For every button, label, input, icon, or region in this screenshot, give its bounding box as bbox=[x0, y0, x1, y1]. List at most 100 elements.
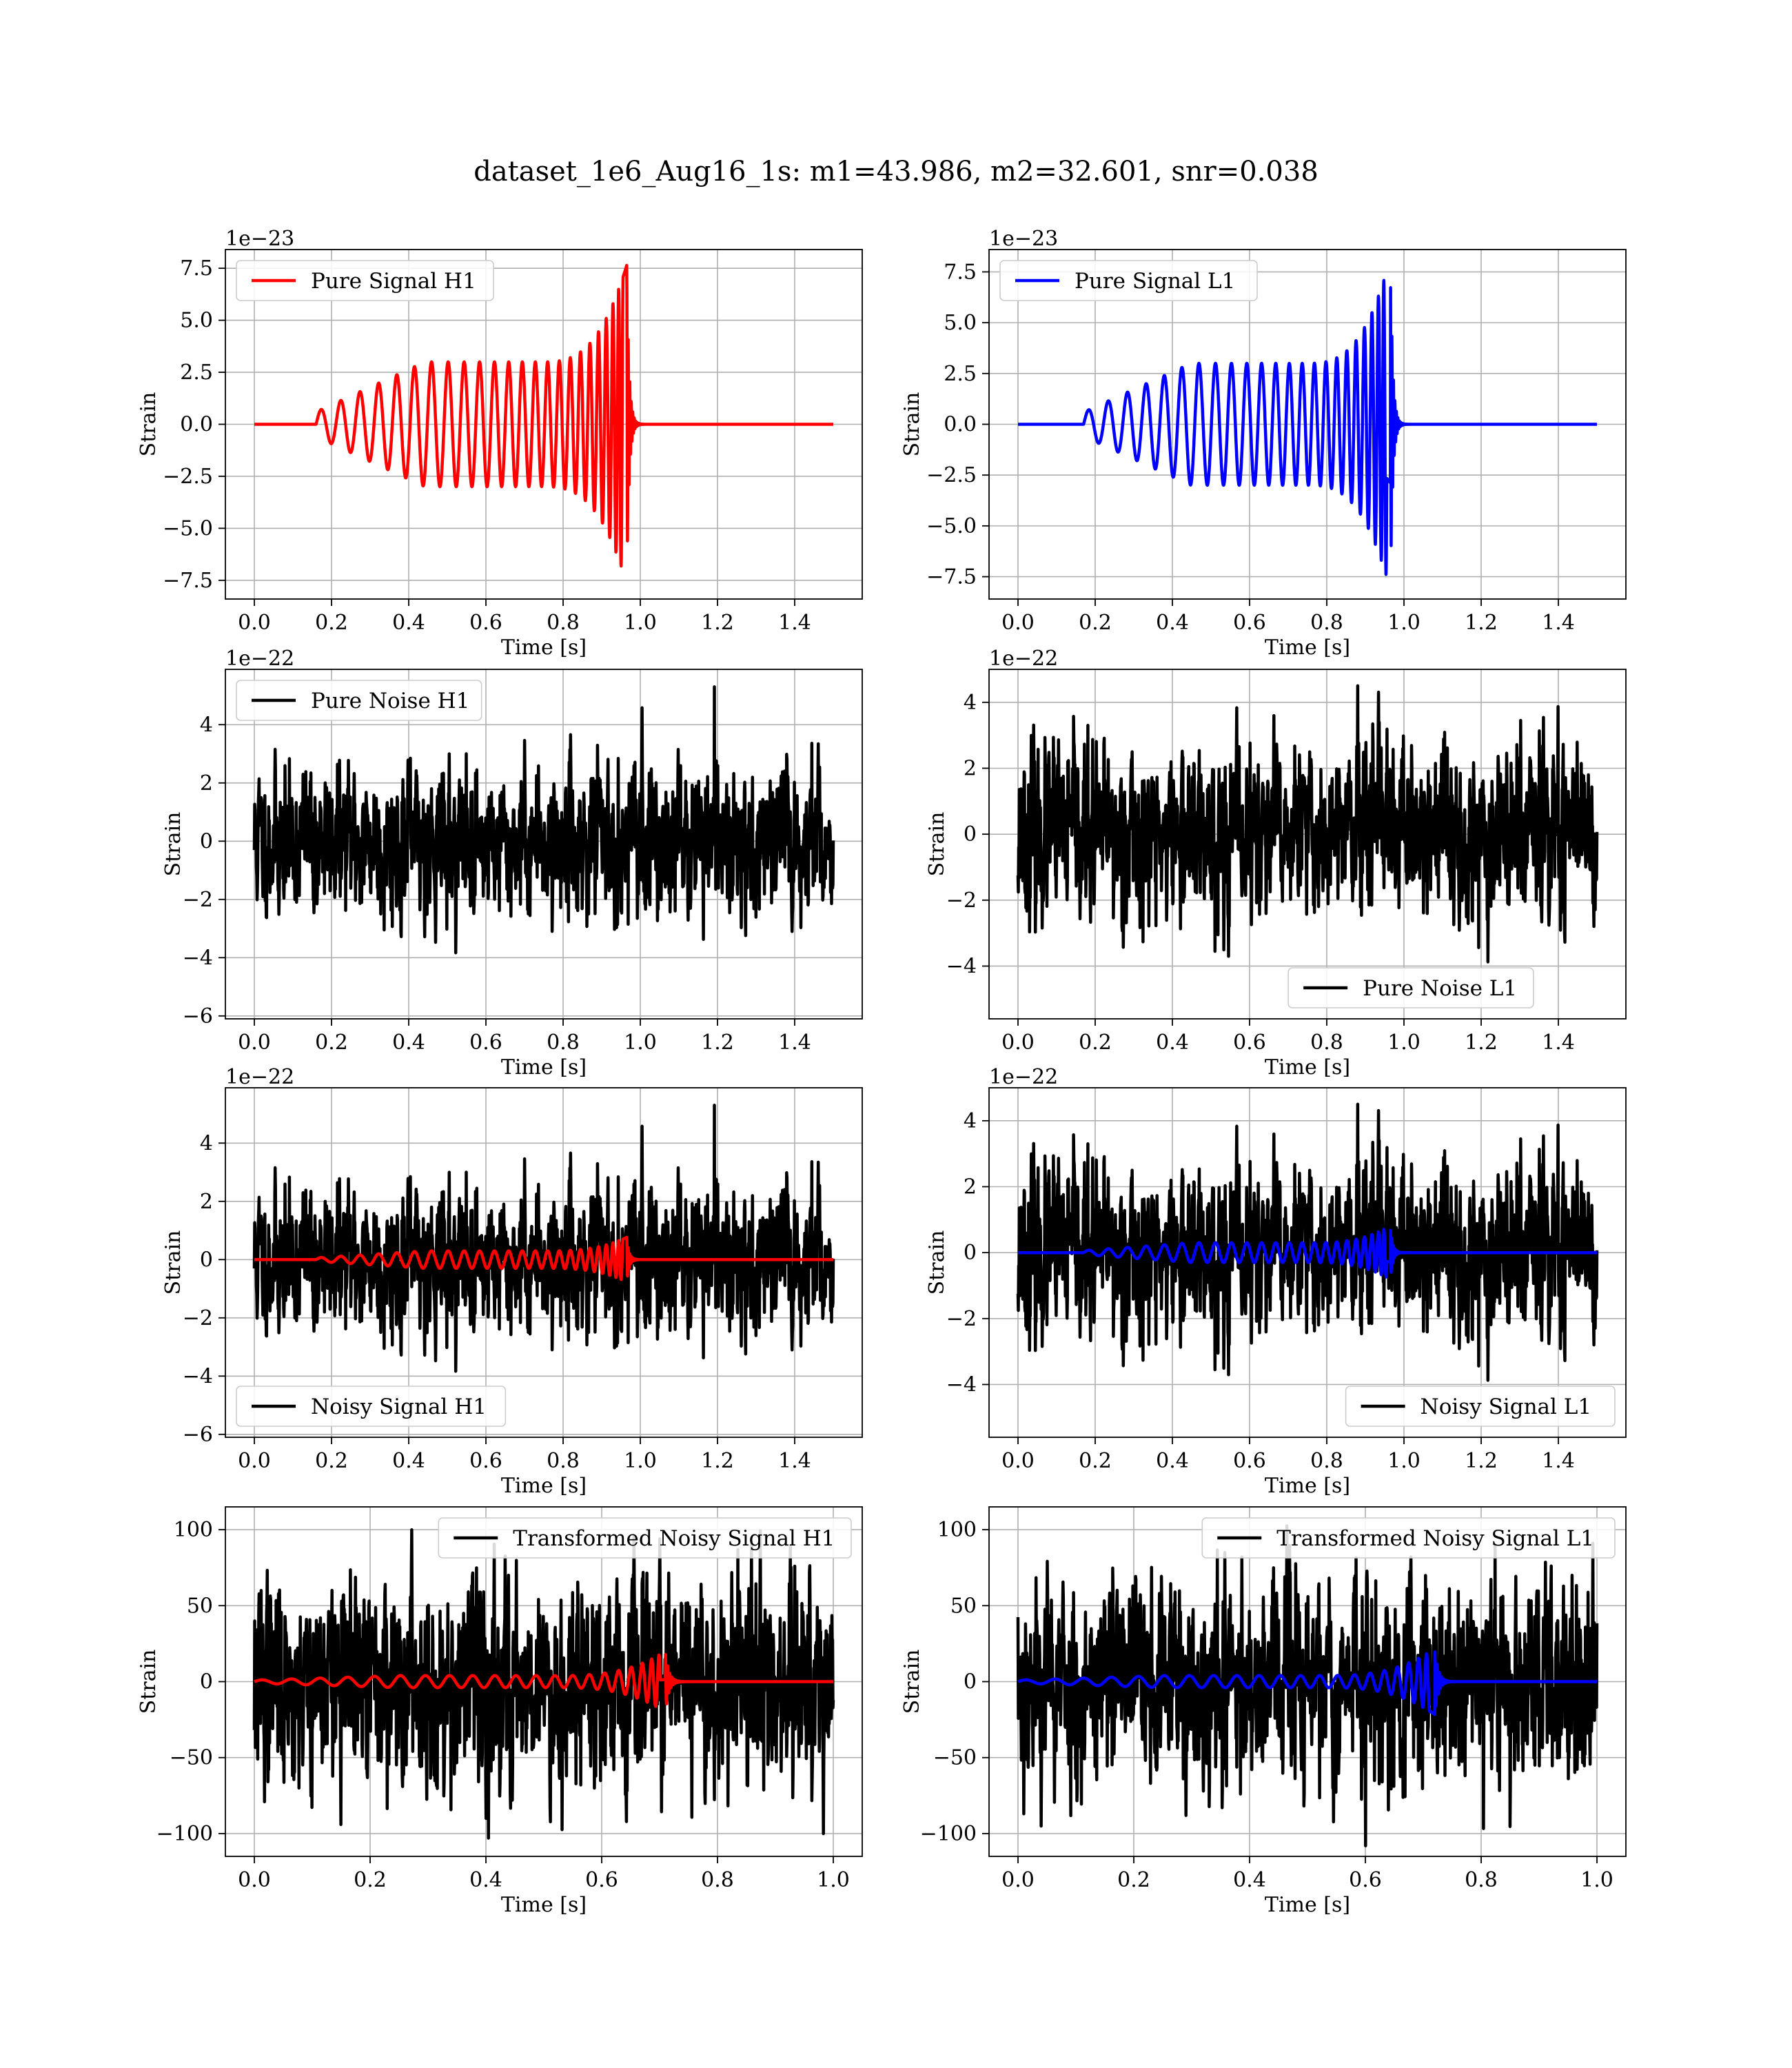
legend-label: Pure Noise H1 bbox=[311, 689, 469, 713]
y-tick-label: −100 bbox=[920, 1822, 977, 1846]
legend: Pure Signal H1 bbox=[236, 260, 494, 301]
x-tick-label: 1.4 bbox=[1542, 1449, 1575, 1473]
legend-label: Pure Noise L1 bbox=[1363, 976, 1517, 1001]
x-tick-label: 0.6 bbox=[469, 611, 502, 635]
x-tick-label: 0.0 bbox=[238, 1868, 271, 1892]
axis-offset-text: 1e−22 bbox=[989, 1065, 1058, 1089]
x-tick-label: 0.4 bbox=[1156, 611, 1189, 635]
y-axis-label: Strain bbox=[161, 1230, 185, 1295]
plot-area bbox=[252, 1104, 835, 1373]
y-tick-label: −6 bbox=[183, 1004, 213, 1028]
plot-area bbox=[252, 1528, 835, 1840]
x-tick-label: 1.0 bbox=[1387, 1031, 1421, 1055]
y-tick-label: 0.0 bbox=[180, 413, 213, 437]
x-tick-label: 1.2 bbox=[1465, 1449, 1498, 1473]
x-tick-label: 0.0 bbox=[238, 611, 271, 635]
y-axis-label: Strain bbox=[136, 392, 161, 457]
series-line-transformed-noisy-signal-l1 bbox=[1016, 1524, 1599, 1847]
y-tick-label: −2.5 bbox=[926, 463, 977, 487]
x-tick-label: 0.2 bbox=[354, 1868, 387, 1892]
legend-box bbox=[1345, 1386, 1616, 1427]
x-tick-label: 1.0 bbox=[1580, 1868, 1613, 1892]
axis-offset-text: 1e−23 bbox=[225, 227, 294, 251]
y-tick-label: −5.0 bbox=[163, 516, 213, 540]
y-tick-label: 2 bbox=[964, 756, 977, 780]
y-tick-label: −7.5 bbox=[926, 565, 977, 589]
x-tick-label: 0.2 bbox=[315, 1031, 348, 1055]
y-tick-label: −7.5 bbox=[163, 569, 213, 593]
series-line-noisy-signal-h1 bbox=[252, 1104, 835, 1373]
y-tick-label: −2.5 bbox=[163, 465, 213, 489]
x-axis-label: Time [s] bbox=[1265, 1893, 1350, 1917]
y-axis-label: Strain bbox=[925, 812, 949, 877]
y-tick-label: 0 bbox=[964, 1670, 977, 1694]
x-tick-label: 1.0 bbox=[624, 611, 657, 635]
x-tick-label: 1.0 bbox=[1387, 611, 1421, 635]
x-tick-label: 0.8 bbox=[1465, 1868, 1498, 1892]
y-tick-label: 4 bbox=[964, 691, 977, 715]
legend-label: Pure Signal H1 bbox=[311, 269, 476, 294]
chart-panel-noisy-signal-l1: 0.0 0.2 0.4 0.6 0.8 1.0 1.2 1.4 −4 −2 0 2 4 Time [s] S… bbox=[925, 1065, 1627, 1498]
y-tick-label: −5.0 bbox=[926, 514, 977, 538]
x-tick-label: 0.0 bbox=[1001, 1449, 1035, 1473]
y-axis-label: Strain bbox=[900, 392, 924, 457]
y-tick-label: 0 bbox=[200, 1248, 213, 1272]
x-tick-label: 1.4 bbox=[1542, 1031, 1575, 1055]
axis-offset-text: 1e−22 bbox=[225, 1065, 294, 1089]
x-tick-label: 0.4 bbox=[469, 1868, 502, 1892]
y-tick-label: −6 bbox=[183, 1423, 213, 1447]
x-axis-label: Time [s] bbox=[1265, 1055, 1350, 1079]
chart-panel-pure-signal-h1: 0.0 0.2 0.4 0.6 0.8 1.0 1.2 1.4 −7.5 −5.0 −2.5 0.0 2… bbox=[136, 227, 863, 660]
chart-panel-pure-signal-l1: 0.0 0.2 0.4 0.6 0.8 1.0 1.2 1.4 −7.5 −5.0 −2.5 0.0 2… bbox=[900, 227, 1627, 660]
legend: Noisy Signal H1 bbox=[236, 1386, 507, 1427]
x-tick-label: 1.0 bbox=[817, 1868, 850, 1892]
y-tick-label: −4 bbox=[183, 1364, 213, 1388]
plot-area bbox=[1016, 1524, 1599, 1847]
x-tick-label: 0.8 bbox=[701, 1868, 734, 1892]
y-axis-label: Strain bbox=[925, 1230, 949, 1295]
y-tick-label: −50 bbox=[933, 1746, 977, 1770]
x-tick-label: 0.0 bbox=[1001, 611, 1035, 635]
y-tick-label: −4 bbox=[946, 1372, 977, 1397]
legend: Pure Noise H1 bbox=[236, 680, 482, 721]
series-line-pure-noise-h1 bbox=[252, 685, 835, 955]
x-tick-label: 0.8 bbox=[1310, 1031, 1343, 1055]
x-tick-label: 0.6 bbox=[1233, 611, 1266, 635]
y-tick-label: 5.0 bbox=[944, 311, 977, 335]
figure-title: dataset_1e6_Aug16_1s: m1=43.986, m2=32.6… bbox=[474, 156, 1318, 187]
x-tick-label: 0.4 bbox=[1156, 1031, 1189, 1055]
legend-box bbox=[236, 680, 482, 721]
x-tick-label: 0.4 bbox=[1156, 1449, 1189, 1473]
legend: Noisy Signal L1 bbox=[1345, 1386, 1616, 1427]
x-tick-label: 0.4 bbox=[392, 1449, 425, 1473]
x-tick-label: 0.0 bbox=[238, 1449, 271, 1473]
legend-box bbox=[438, 1517, 852, 1559]
x-tick-label: 0.8 bbox=[1310, 1449, 1343, 1473]
legend-box bbox=[236, 1386, 507, 1427]
y-tick-label: 7.5 bbox=[944, 260, 977, 284]
x-tick-label: 1.0 bbox=[624, 1031, 657, 1055]
x-tick-label: 0.4 bbox=[1233, 1868, 1266, 1892]
x-tick-label: 0.2 bbox=[1079, 1449, 1112, 1473]
y-tick-label: 2 bbox=[964, 1175, 977, 1199]
y-tick-label: 2.5 bbox=[180, 361, 213, 385]
plot-area bbox=[252, 685, 835, 955]
series-line-pure-noise-l1 bbox=[1016, 684, 1599, 964]
series-line-blue-signal bbox=[1017, 1228, 1598, 1279]
x-tick-label: 1.0 bbox=[624, 1449, 657, 1473]
x-tick-label: 0.2 bbox=[315, 1449, 348, 1473]
axis-offset-text: 1e−22 bbox=[989, 647, 1058, 671]
y-tick-label: −2 bbox=[946, 889, 977, 913]
x-tick-label: 0.2 bbox=[1079, 611, 1112, 635]
y-tick-label: −2 bbox=[946, 1307, 977, 1331]
x-axis-label: Time [s] bbox=[501, 1055, 587, 1079]
x-tick-label: 1.4 bbox=[778, 611, 811, 635]
series-line-red-signal bbox=[253, 1235, 835, 1281]
y-tick-label: 5.0 bbox=[180, 309, 213, 333]
x-tick-label: 0.6 bbox=[469, 1449, 502, 1473]
y-tick-label: 100 bbox=[937, 1518, 977, 1542]
x-tick-label: 0.2 bbox=[1117, 1868, 1150, 1892]
y-tick-label: 4 bbox=[200, 1131, 213, 1155]
y-axis-label: Strain bbox=[900, 1650, 924, 1714]
